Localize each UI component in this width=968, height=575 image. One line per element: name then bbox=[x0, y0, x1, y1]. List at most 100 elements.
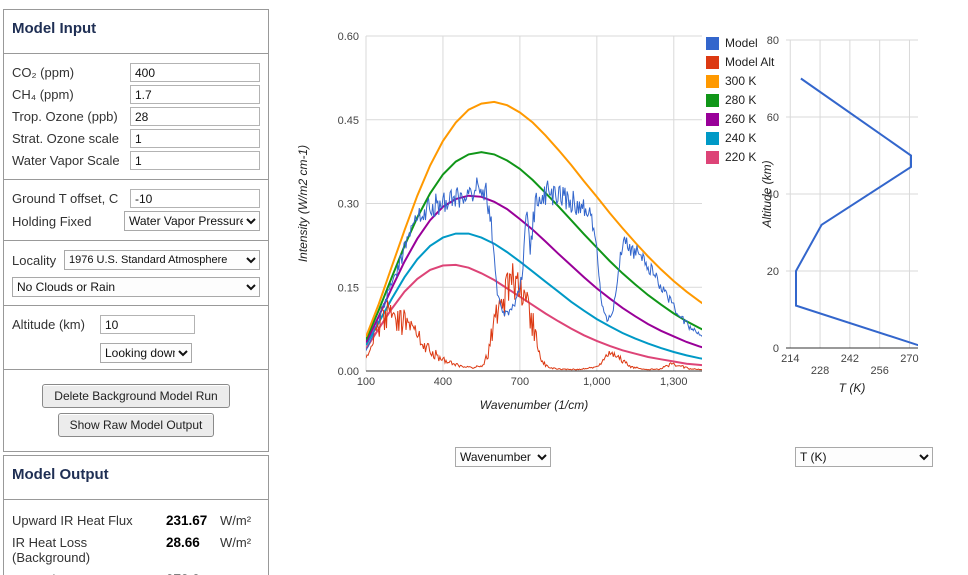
output-row-ground-temp: Ground Temperature 278.2 K bbox=[12, 572, 260, 575]
ground-temp-label: Ground Temperature bbox=[12, 572, 166, 575]
trop-ozone-input[interactable] bbox=[130, 107, 260, 126]
svg-text:1,300: 1,300 bbox=[660, 376, 688, 388]
field-row-altitude: Altitude (km) bbox=[12, 315, 260, 334]
svg-text:242: 242 bbox=[841, 353, 859, 365]
svg-text:1,000: 1,000 bbox=[583, 376, 611, 388]
upward-flux-label: Upward IR Heat Flux bbox=[12, 513, 133, 528]
legend-item: 300 K bbox=[706, 74, 774, 88]
clouds-select[interactable]: No Clouds or Rain bbox=[12, 277, 260, 297]
altitude-input[interactable] bbox=[100, 315, 195, 334]
svg-text:0.60: 0.60 bbox=[338, 31, 359, 43]
legend-label: 280 K bbox=[725, 93, 757, 107]
water-vapor-label: Water Vapor Scale bbox=[12, 153, 120, 168]
model-line bbox=[366, 177, 702, 351]
spectrum-chart: 100 400 700 1,000 1,300 0.00 0.15 0.30 0.45 0.60 W… bbox=[296, 6, 714, 431]
ch4-input[interactable] bbox=[130, 85, 260, 104]
legend-swatch bbox=[706, 36, 719, 50]
legend-swatch bbox=[706, 131, 719, 145]
field-row-trop-ozone: Trop. Ozone (ppb) bbox=[12, 107, 260, 126]
260-k-line bbox=[366, 194, 702, 349]
field-row-strat-ozone: Strat. Ozone scale bbox=[12, 129, 260, 148]
svg-text:700: 700 bbox=[511, 376, 529, 388]
legend-swatch bbox=[706, 150, 719, 164]
240-k-line bbox=[366, 232, 702, 360]
legend-item: 240 K bbox=[706, 131, 774, 145]
chart-svg: 214 228 242 256 270 0 20 40 60 80 T (K) Altitude (k… bbox=[760, 35, 919, 395]
legend-item: 220 K bbox=[706, 150, 774, 164]
heat-loss-label: IR Heat Loss (Background) bbox=[12, 535, 91, 565]
legend-item: 280 K bbox=[706, 93, 774, 107]
altitude-label: Altitude (km) bbox=[12, 317, 85, 332]
legend-label: 240 K bbox=[725, 131, 757, 145]
model-output-header: Model Output bbox=[3, 455, 269, 500]
show-raw-output-button[interactable]: Show Raw Model Output bbox=[57, 413, 215, 437]
svg-text:100: 100 bbox=[357, 376, 375, 388]
svg-text:0.30: 0.30 bbox=[338, 199, 359, 211]
field-row-ch4: CH₄ (ppm) bbox=[12, 85, 260, 104]
svg-text:270: 270 bbox=[900, 353, 918, 365]
legend-label: 220 K bbox=[725, 150, 757, 164]
legend-item: 260 K bbox=[706, 112, 774, 126]
left-panel: Model Input CO₂ (ppm) CH₄ (ppm) Trop. Oz… bbox=[3, 9, 269, 575]
legend-swatch bbox=[706, 74, 719, 88]
x-axis-unit-select[interactable]: Wavenumber bbox=[455, 447, 551, 467]
220-k-line bbox=[366, 263, 702, 367]
legend-swatch bbox=[706, 55, 719, 69]
ch4-label: CH₄ (ppm) bbox=[12, 87, 74, 102]
co2-input[interactable] bbox=[130, 63, 260, 82]
heat-loss-value: 28.66 bbox=[166, 535, 200, 550]
legend-label: 300 K bbox=[725, 74, 757, 88]
300-k-line bbox=[366, 100, 702, 338]
svg-text:0.00: 0.00 bbox=[338, 366, 359, 378]
legend-swatch bbox=[706, 112, 719, 126]
temperature-profile-chart: 214 228 242 256 270 0 20 40 60 80 T (K) Altitude (k… bbox=[760, 6, 932, 406]
ground-temp-unit: K bbox=[220, 572, 260, 575]
svg-text:214: 214 bbox=[781, 353, 799, 365]
holding-fixed-select[interactable]: Water Vapor Pressure bbox=[124, 211, 260, 231]
model-input-header: Model Input bbox=[3, 9, 269, 54]
ground-offset-label: Ground T offset, C bbox=[12, 191, 119, 206]
altitude-box: Altitude (km) Looking down bbox=[3, 305, 269, 370]
profile-variable-select[interactable]: T (K) bbox=[795, 447, 933, 467]
chart-svg: 100 400 700 1,000 1,300 0.00 0.15 0.30 0.45 0.60 W… bbox=[296, 31, 702, 412]
legend-label: Model Alt bbox=[725, 55, 775, 69]
ground-temp-value: 278.2 bbox=[166, 572, 212, 575]
field-row-holding-fixed: Holding Fixed Water Vapor Pressure bbox=[12, 211, 260, 231]
x-axis-label: T (K) bbox=[839, 381, 866, 395]
legend-swatch bbox=[706, 93, 719, 107]
y-axis-label: Intensity (W/m2 cm-1) bbox=[296, 145, 310, 262]
legend-item: Model bbox=[706, 36, 774, 50]
output-row-upward-flux: Upward IR Heat Flux 231.67 W/m² bbox=[12, 513, 260, 528]
heat-loss-unit: W/m² bbox=[220, 535, 252, 550]
delete-background-run-button[interactable]: Delete Background Model Run bbox=[42, 384, 230, 408]
ground-offset-input[interactable] bbox=[130, 189, 260, 208]
field-row-locality: Locality 1976 U.S. Standard Atmosphere bbox=[12, 250, 260, 270]
svg-text:228: 228 bbox=[811, 365, 829, 377]
holding-fixed-label: Holding Fixed bbox=[12, 213, 92, 229]
svg-text:0.45: 0.45 bbox=[338, 115, 359, 127]
chart-legend: Model Model Alt 300 K 280 K 260 K 240 K 220 K bbox=[706, 36, 774, 169]
model-input-title: Model Input bbox=[12, 20, 97, 37]
svg-text:400: 400 bbox=[434, 376, 452, 388]
legend-item: Model Alt bbox=[706, 55, 774, 69]
280-k-line bbox=[366, 151, 702, 341]
water-vapor-input[interactable] bbox=[130, 151, 260, 170]
svg-text:256: 256 bbox=[870, 365, 888, 377]
looking-direction-select[interactable]: Looking down bbox=[100, 343, 192, 363]
strat-ozone-label: Strat. Ozone scale bbox=[12, 131, 119, 146]
svg-text:20: 20 bbox=[767, 266, 779, 278]
output-row-heat-loss: IR Heat Loss (Background) 28.66 W/m² bbox=[12, 535, 260, 565]
model-alt-line bbox=[366, 263, 702, 371]
ground-temp-box: Ground T offset, C Holding Fixed Water V… bbox=[3, 179, 269, 241]
strat-ozone-input[interactable] bbox=[130, 129, 260, 148]
co2-label: CO₂ (ppm) bbox=[12, 65, 75, 80]
svg-text:40: 40 bbox=[767, 189, 779, 201]
field-row-water-vapor: Water Vapor Scale bbox=[12, 151, 260, 170]
locality-box: Locality 1976 U.S. Standard Atmosphere N… bbox=[3, 240, 269, 306]
svg-text:0: 0 bbox=[773, 343, 779, 355]
trop-ozone-label: Trop. Ozone (ppb) bbox=[12, 109, 118, 124]
locality-select[interactable]: 1976 U.S. Standard Atmosphere bbox=[64, 250, 260, 270]
x-axis-label: Wavenumber (1/cm) bbox=[480, 398, 588, 412]
temperature-profile-line bbox=[795, 77, 918, 347]
